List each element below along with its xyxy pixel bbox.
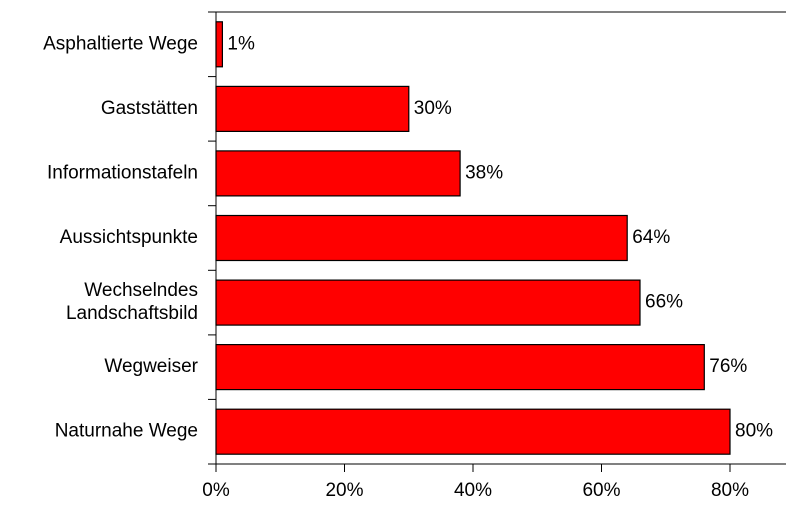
data-label: 1% bbox=[227, 33, 255, 54]
category-label: Informationstafeln bbox=[47, 162, 198, 183]
x-tick-label: 60% bbox=[582, 480, 620, 501]
bars-layer bbox=[215, 21, 731, 455]
bar bbox=[215, 344, 705, 391]
category-label: Asphaltierte Wege bbox=[43, 33, 198, 54]
data-label: 80% bbox=[735, 421, 773, 442]
bar bbox=[215, 150, 461, 197]
data-label: 76% bbox=[709, 356, 747, 377]
category-label: Gaststätten bbox=[101, 98, 198, 119]
category-label: Landschaftsbild bbox=[66, 303, 198, 324]
bar bbox=[215, 21, 224, 68]
category-label: Aussichtspunkte bbox=[60, 227, 198, 248]
bar bbox=[215, 214, 628, 262]
bar bbox=[215, 408, 731, 455]
category-label: Wegweiser bbox=[104, 356, 198, 377]
x-tick-label: 40% bbox=[454, 480, 492, 501]
data-label: 64% bbox=[632, 227, 670, 248]
category-label: Naturnahe Wege bbox=[55, 421, 198, 442]
x-tick-label: 20% bbox=[325, 480, 363, 501]
data-label: 38% bbox=[465, 162, 503, 183]
data-label: 30% bbox=[414, 98, 452, 119]
axes-layer bbox=[208, 11, 786, 472]
labels-layer: 1% Asphaltierte Wege 30% Gaststätten 38% Info… bbox=[43, 33, 773, 501]
bar bbox=[215, 85, 410, 133]
bar bbox=[215, 279, 641, 326]
x-tick-label: 80% bbox=[711, 480, 749, 501]
data-label: 66% bbox=[645, 292, 683, 313]
x-tick-label: 0% bbox=[202, 480, 230, 501]
category-label: Wechselndes bbox=[84, 280, 198, 301]
